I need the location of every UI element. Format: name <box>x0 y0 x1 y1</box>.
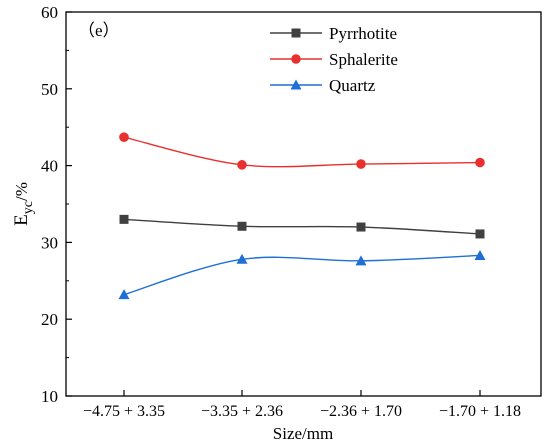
legend-marker-pyrrhotite <box>291 28 301 38</box>
y-tick-label: 60 <box>41 3 58 22</box>
legend-item-quartz: Quartz <box>270 76 376 95</box>
data-point-pyrrhotite <box>475 229 485 239</box>
x-tick-label: −3.35 + 2.36 <box>201 403 283 420</box>
y-tick-label: 20 <box>41 310 58 329</box>
data-point-quartz <box>118 289 130 300</box>
data-point-quartz <box>236 253 248 264</box>
series-pyrrhotite <box>119 214 485 239</box>
x-tick-label: −1.70 + 1.18 <box>439 403 521 420</box>
legend-item-sphalerite: Sphalerite <box>270 50 398 69</box>
y-tick-label: 40 <box>41 157 58 176</box>
data-point-pyrrhotite <box>356 222 366 232</box>
data-point-pyrrhotite <box>237 221 247 231</box>
legend-marker-quartz <box>290 79 302 90</box>
x-tick-label: −2.36 + 1.70 <box>320 403 402 420</box>
legend-label-quartz: Quartz <box>329 76 376 95</box>
data-point-quartz <box>355 255 367 266</box>
legend-label-pyrrhotite: Pyrrhotite <box>329 24 397 43</box>
y-axis-label: Eyc/% <box>11 182 36 226</box>
data-point-sphalerite <box>237 160 247 170</box>
data-point-pyrrhotite <box>119 214 129 224</box>
series-line-sphalerite <box>123 136 481 168</box>
legend-marker-sphalerite <box>291 54 301 64</box>
y-tick-label: 50 <box>41 80 58 99</box>
y-axis-ticks: 10 20 30 40 50 60 <box>41 3 72 406</box>
series-line-pyrrhotite <box>123 218 481 235</box>
data-point-sphalerite <box>356 159 366 169</box>
data-point-quartz <box>474 249 486 260</box>
x-tick-label: −4.75 + 3.35 <box>83 403 165 420</box>
series-layer <box>118 132 486 300</box>
y-axis-label-sub: yc <box>21 201 36 214</box>
data-point-sphalerite <box>475 157 485 168</box>
y-axis-label-unit: /% <box>12 182 31 201</box>
legend-label-sphalerite: Sphalerite <box>329 50 398 69</box>
series-line-quartz <box>123 254 481 296</box>
plot-frame <box>65 11 542 397</box>
y-tick-label: 10 <box>41 387 58 406</box>
series-quartz <box>118 249 486 300</box>
x-axis-ticks: −4.75 + 3.35 −3.35 + 2.36 −2.36 + 1.70 −1.7… <box>83 390 521 420</box>
data-point-sphalerite <box>119 132 129 142</box>
series-sphalerite <box>119 132 485 170</box>
legend: Pyrrhotite Sphalerite Quartz <box>270 24 398 95</box>
plot-border <box>65 11 542 397</box>
x-axis-label: Size/mm <box>273 424 333 443</box>
panel-label: （e） <box>78 21 120 40</box>
legend-item-pyrrhotite: Pyrrhotite <box>270 24 397 43</box>
y-tick-label: 30 <box>41 233 58 252</box>
y-axis-label-main: E <box>11 214 32 226</box>
